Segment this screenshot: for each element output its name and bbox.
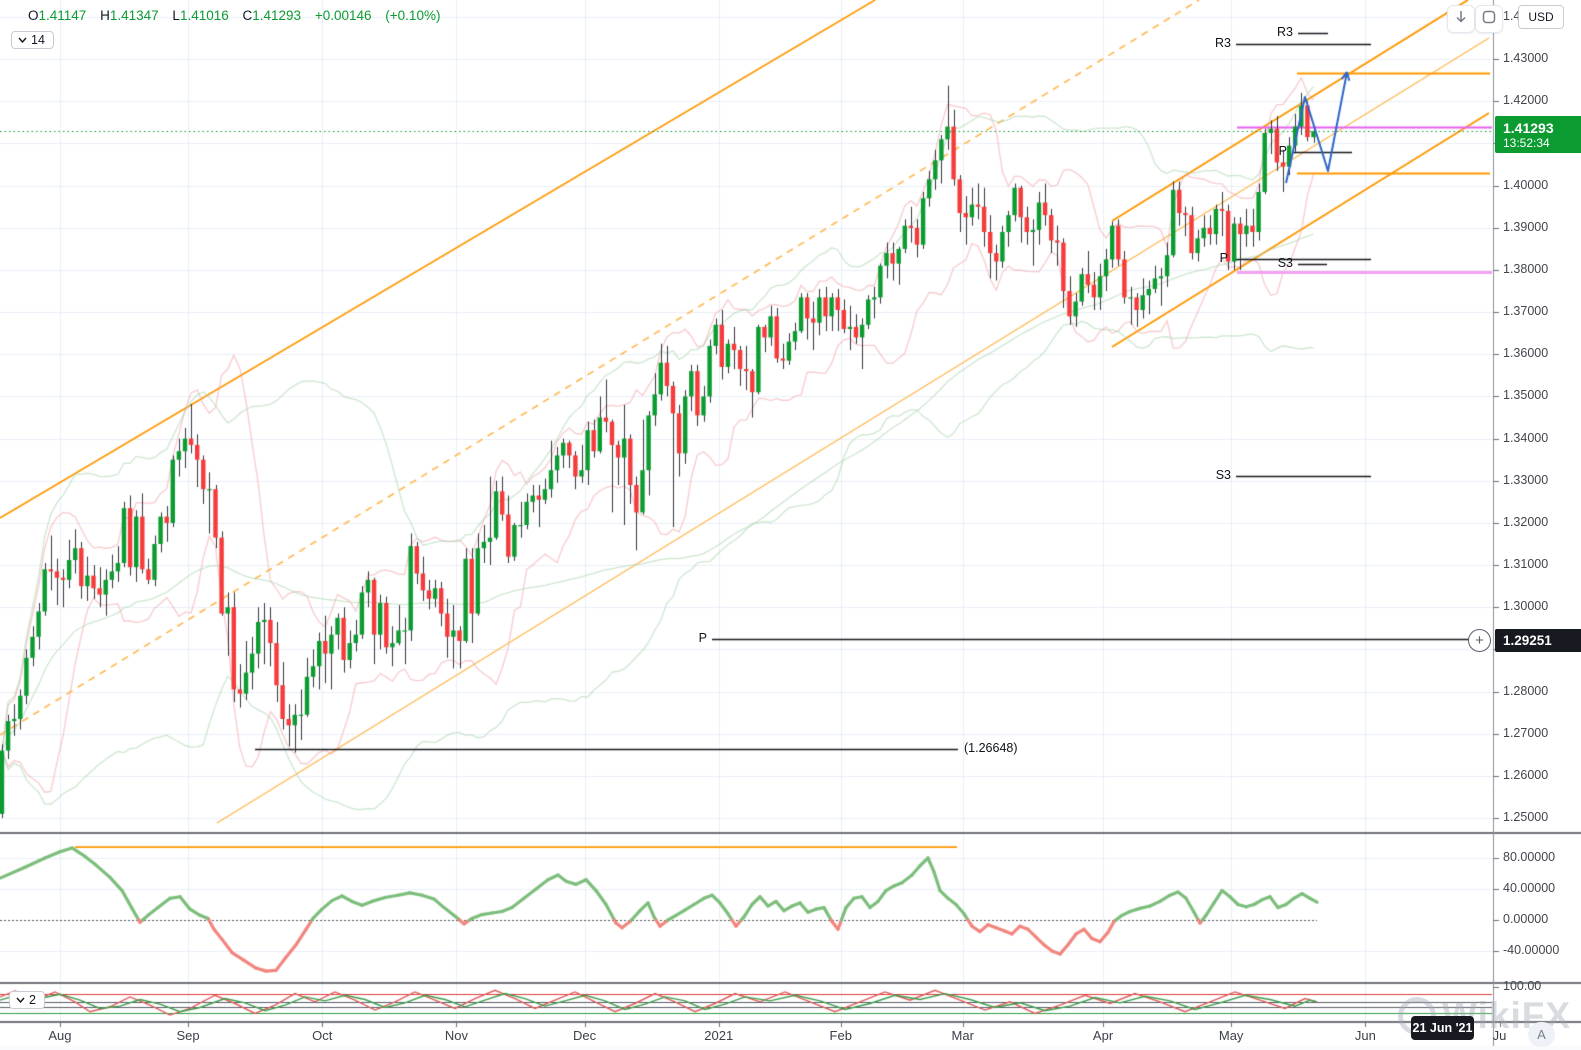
time-axis-label-apr[interactable]: Apr <box>1092 1028 1114 1043</box>
bar-countdown: 13:52:34 <box>1503 135 1550 150</box>
stochastic-indicator-pill[interactable]: 2 <box>9 991 45 1009</box>
ohlc-change-pct: (+0.10%) <box>385 8 441 23</box>
price-tick-label: 1.42000 <box>1503 93 1549 108</box>
price-tick-label: 1.36000 <box>1503 346 1549 361</box>
main-indicator-pill[interactable]: 14 <box>11 31 54 49</box>
date-chip: 21 Jun '21 <box>1411 1016 1474 1040</box>
ohlc-low-value: 1.41016 <box>179 8 229 23</box>
price-tick-label: 1.30000 <box>1503 599 1549 614</box>
price-tick-label: 1.32000 <box>1503 514 1549 529</box>
price-tick-label: 1.31000 <box>1503 557 1549 572</box>
ohlc-readout: O1.41147 H1.41347 L1.41016 C1.41293 +0.0… <box>28 8 440 23</box>
pivot-label-R3: R3 <box>1277 25 1293 40</box>
pivot-label-P: P <box>1278 144 1287 159</box>
time-axis-label-nov[interactable]: Nov <box>444 1028 468 1043</box>
price-tick-label: 1.43000 <box>1503 51 1549 66</box>
ohlc-high-value: 1.41347 <box>109 8 159 23</box>
time-axis-label-may[interactable]: May <box>1218 1028 1244 1043</box>
time-axis-label-jun[interactable]: Jun <box>1354 1028 1376 1043</box>
ohlc-open-value: 1.41147 <box>38 8 87 23</box>
oscillator-tick-label: -40.00000 <box>1503 943 1560 957</box>
maximize-pane-button[interactable] <box>1475 5 1503 33</box>
ohlc-change: +0.00146 <box>314 8 372 23</box>
price-tick-label: 1.35000 <box>1503 388 1549 403</box>
price-tick-label: 1.33000 <box>1503 472 1549 487</box>
ohlc-high-label: H <box>100 8 110 23</box>
ohlc-close-value: 1.41293 <box>252 8 302 23</box>
price-tick-label: 1.37000 <box>1503 304 1549 319</box>
stochastic-tick-label: 100.00 <box>1503 979 1542 993</box>
price-tick-label: 1.39000 <box>1503 219 1549 234</box>
chevron-down-icon <box>18 37 27 43</box>
stochastic-pill-label: 2 <box>29 993 36 1007</box>
time-axis-label-mar[interactable]: Mar <box>951 1028 974 1043</box>
time-axis-label-oct[interactable]: Oct <box>312 1028 333 1043</box>
scroll-to-recent-button[interactable] <box>1447 5 1475 33</box>
bottom-strip <box>0 1046 1581 1050</box>
price-tick-label: 1.27000 <box>1503 725 1549 740</box>
oscillator-tick-label: 80.00000 <box>1503 850 1556 864</box>
price-tick-label: 1.40000 <box>1503 177 1549 192</box>
ohlc-close-label: C <box>242 8 253 23</box>
time-axis-label-sep[interactable]: Sep <box>176 1028 200 1043</box>
time-axis-label-feb[interactable]: Feb <box>829 1028 852 1043</box>
pivot-label-1.26648: (1.26648) <box>964 740 1018 755</box>
price-tick-label: 1.34000 <box>1503 430 1549 445</box>
arrow-down-icon <box>1454 10 1468 29</box>
ohlc-low-label: L <box>172 8 180 23</box>
pivot-label-S3: S3 <box>1215 468 1231 483</box>
time-axis-label-2021[interactable]: 2021 <box>704 1028 734 1043</box>
currency-toggle-button[interactable]: USD <box>1518 5 1564 29</box>
oscillator-tick-label: 40.00000 <box>1503 881 1556 895</box>
price-tick-label: 1.28000 <box>1503 683 1549 698</box>
add-alert-plus-icon[interactable]: + <box>1468 629 1491 652</box>
price-tick-label: 1.26000 <box>1503 767 1549 782</box>
price-tick-label: 1.25000 <box>1503 810 1549 825</box>
oscillator-tick-label: 0.00000 <box>1503 912 1549 926</box>
last-price-value: 1.41293 <box>1503 119 1554 136</box>
chevron-down-icon <box>16 997 25 1003</box>
main-indicator-pill-label: 14 <box>31 33 45 47</box>
price-tick-label: 1.38000 <box>1503 261 1549 276</box>
pivot-label-P: P <box>698 630 707 645</box>
last-price-chip: 1.41293 13:52:34 <box>1495 116 1581 153</box>
frame-icon <box>1482 10 1496 29</box>
ohlc-open-label: O <box>28 8 39 23</box>
time-axis-label-ju[interactable]: Ju <box>1492 1028 1507 1043</box>
auto-scale-button[interactable]: A <box>1528 1022 1555 1047</box>
pivot-label-R3: R3 <box>1215 35 1231 50</box>
time-axis-label-aug[interactable]: Aug <box>48 1028 72 1043</box>
time-axis-label-dec[interactable]: Dec <box>572 1028 597 1043</box>
pivot-price-chip: 1.29251 <box>1495 629 1581 652</box>
pivot-label-S3: S3 <box>1277 256 1293 271</box>
pivot-label-P: P <box>1219 250 1228 265</box>
